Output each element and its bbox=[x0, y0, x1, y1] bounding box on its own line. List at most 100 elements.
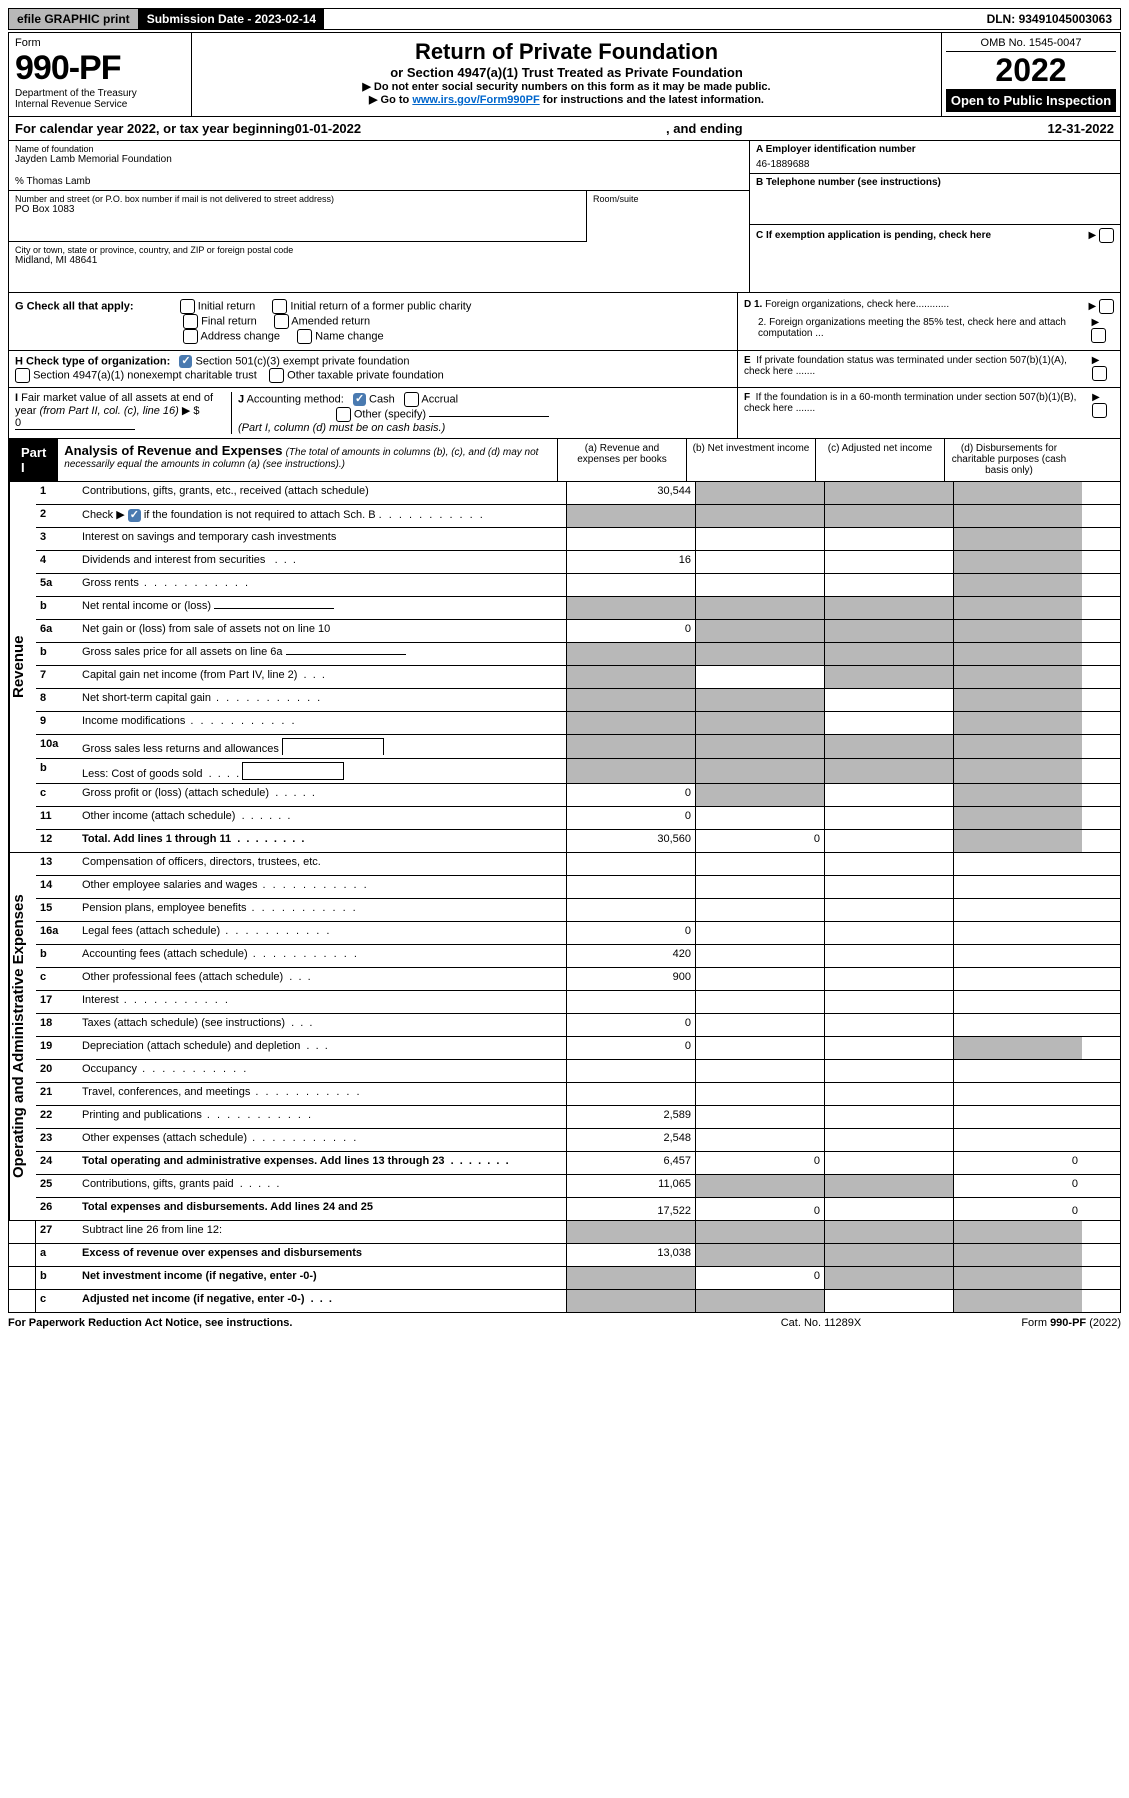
name-label: Name of foundation bbox=[15, 144, 743, 154]
part1-title-cell: Analysis of Revenue and Expenses (The to… bbox=[58, 439, 557, 481]
irs-link[interactable]: www.irs.gov/Form990PF bbox=[412, 94, 539, 106]
h-other-checkbox[interactable] bbox=[269, 368, 284, 383]
line-16c: c Other professional fees (attach schedu… bbox=[36, 968, 1120, 991]
l11-num: 11 bbox=[36, 807, 78, 829]
l10a-box[interactable] bbox=[282, 738, 384, 755]
l17-c bbox=[824, 991, 953, 1013]
l2-b bbox=[695, 505, 824, 527]
l6b-field[interactable] bbox=[286, 654, 406, 655]
l27a-c bbox=[824, 1244, 953, 1266]
l26-a: 17,522 bbox=[566, 1198, 695, 1220]
l20-desc: Occupancy bbox=[78, 1060, 566, 1082]
l22-c bbox=[824, 1106, 953, 1128]
l27-d bbox=[953, 1221, 1082, 1243]
l16b-desc: Accounting fees (attach schedule) bbox=[78, 945, 566, 967]
d1-checkbox[interactable] bbox=[1099, 299, 1114, 314]
g-amended-checkbox[interactable] bbox=[274, 314, 289, 329]
line-21: 21 Travel, conferences, and meetings bbox=[36, 1083, 1120, 1106]
j-other: Other (specify) bbox=[354, 408, 426, 420]
h-label: H Check type of organization: bbox=[15, 355, 170, 367]
l22-d bbox=[953, 1106, 1082, 1128]
j-note: (Part I, column (d) must be on cash basi… bbox=[238, 422, 445, 434]
l5b-num: b bbox=[36, 597, 78, 619]
line-13: 13 Compensation of officers, directors, … bbox=[36, 853, 1120, 876]
line-11: 11 Other income (attach schedule) . . . … bbox=[36, 807, 1120, 830]
l21-b bbox=[695, 1083, 824, 1105]
l25-b bbox=[695, 1175, 824, 1197]
l19-num: 19 bbox=[36, 1037, 78, 1059]
g-address-change-checkbox[interactable] bbox=[183, 329, 198, 344]
l18-c bbox=[824, 1014, 953, 1036]
l5b-field[interactable] bbox=[214, 608, 334, 609]
l16a-num: 16a bbox=[36, 922, 78, 944]
l13-a bbox=[566, 853, 695, 875]
l6a-desc: Net gain or (loss) from sale of assets n… bbox=[78, 620, 566, 642]
l9-desc: Income modifications bbox=[78, 712, 566, 734]
l21-num: 21 bbox=[36, 1083, 78, 1105]
l27a-a: 13,038 bbox=[566, 1244, 695, 1266]
l2-checkbox[interactable] bbox=[128, 509, 141, 522]
c-label: C If exemption application is pending, c… bbox=[756, 230, 991, 241]
l8-b bbox=[695, 689, 824, 711]
l12-a: 30,560 bbox=[566, 830, 695, 852]
l15-c bbox=[824, 899, 953, 921]
l10b-box[interactable] bbox=[242, 762, 344, 780]
l11-c bbox=[824, 807, 953, 829]
room-cell: Room/suite bbox=[587, 191, 749, 242]
g-initial-return-checkbox[interactable] bbox=[180, 299, 195, 314]
d2-checkbox[interactable] bbox=[1091, 328, 1106, 343]
l1-c bbox=[824, 482, 953, 504]
street-cell: Number and street (or P.O. box number if… bbox=[9, 191, 587, 242]
l23-desc: Other expenses (attach schedule) bbox=[78, 1129, 566, 1151]
l2-desc: Check ▶ if the foundation is not require… bbox=[78, 505, 566, 527]
submission-date-value: 2023-02-14 bbox=[255, 12, 316, 26]
line-5a: 5a Gross rents bbox=[36, 574, 1120, 597]
l5a-c bbox=[824, 574, 953, 596]
h-4947-checkbox[interactable] bbox=[15, 368, 30, 383]
j-other-field[interactable] bbox=[429, 416, 549, 417]
l27a-b bbox=[695, 1244, 824, 1266]
l6b-b bbox=[695, 643, 824, 665]
expenses-table: Operating and Administrative Expenses 13… bbox=[8, 853, 1121, 1221]
h-opt2: Section 4947(a)(1) nonexempt charitable … bbox=[33, 369, 257, 381]
tax-year: 2022 bbox=[946, 52, 1116, 89]
c-checkbox[interactable] bbox=[1099, 228, 1114, 243]
h-501c3-checkbox[interactable] bbox=[179, 355, 192, 368]
l11-desc: Other income (attach schedule) . . . . .… bbox=[78, 807, 566, 829]
city-cell: City or town, state or province, country… bbox=[9, 242, 749, 292]
l4-c bbox=[824, 551, 953, 573]
l7-d bbox=[953, 666, 1082, 688]
l3-a bbox=[566, 528, 695, 550]
j-cash-checkbox[interactable] bbox=[353, 393, 366, 406]
l17-a bbox=[566, 991, 695, 1013]
exemption-pending-cell: C If exemption application is pending, c… bbox=[750, 225, 1120, 246]
l27-spacer bbox=[9, 1221, 36, 1243]
l21-desc: Travel, conferences, and meetings bbox=[78, 1083, 566, 1105]
g-label: G Check all that apply: bbox=[15, 300, 134, 312]
period-mid: , and ending bbox=[361, 121, 1047, 136]
g-name-change-checkbox[interactable] bbox=[297, 329, 312, 344]
g-final-return-checkbox[interactable] bbox=[183, 314, 198, 329]
l14-a bbox=[566, 876, 695, 898]
f-checkbox[interactable] bbox=[1092, 403, 1107, 418]
g-initial-former-checkbox[interactable] bbox=[272, 299, 287, 314]
efile-print-button[interactable]: efile GRAPHIC print bbox=[9, 9, 139, 29]
j-other-checkbox[interactable] bbox=[336, 407, 351, 422]
omb-number: OMB No. 1545-0047 bbox=[946, 37, 1116, 52]
l24-c bbox=[824, 1152, 953, 1174]
l21-a bbox=[566, 1083, 695, 1105]
l5a-d bbox=[953, 574, 1082, 596]
l6b-desc: Gross sales price for all assets on line… bbox=[78, 643, 566, 665]
l24-d: 0 bbox=[953, 1152, 1082, 1174]
line-2: 2 Check ▶ if the foundation is not requi… bbox=[36, 505, 1120, 528]
l2-c bbox=[824, 505, 953, 527]
l3-d bbox=[953, 528, 1082, 550]
l8-num: 8 bbox=[36, 689, 78, 711]
l10b-b bbox=[695, 759, 824, 783]
l2-a bbox=[566, 505, 695, 527]
e-checkbox[interactable] bbox=[1092, 366, 1107, 381]
l23-d bbox=[953, 1129, 1082, 1151]
l4-d bbox=[953, 551, 1082, 573]
l19-a: 0 bbox=[566, 1037, 695, 1059]
j-accrual-checkbox[interactable] bbox=[404, 392, 419, 407]
